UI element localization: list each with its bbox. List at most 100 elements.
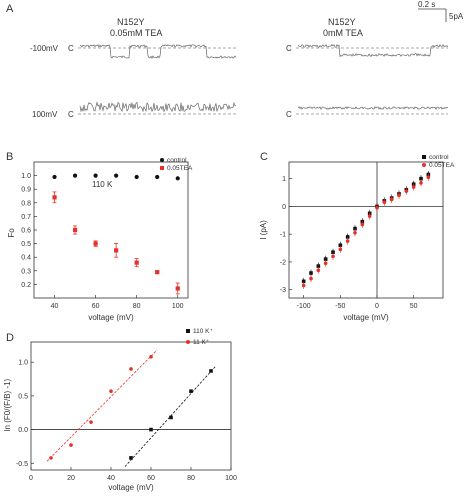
data-point (331, 254, 335, 259)
y-tick-label: 0.2 (21, 282, 31, 289)
y-tick-label: 0 (282, 204, 286, 211)
data-point (93, 241, 98, 246)
data-point (426, 175, 431, 180)
data-point (338, 247, 343, 252)
data-point (301, 279, 306, 284)
y-tick-label: 1.0 (21, 173, 31, 180)
x-tick-label: 40 (107, 475, 115, 482)
data-point (114, 248, 119, 253)
data-point (397, 193, 401, 198)
trace-neg100-control (297, 43, 449, 58)
y-tick-label: 0.5 (18, 393, 28, 400)
y-tick-label: 0.3 (21, 268, 31, 275)
col2-title-line1: N152Y (328, 17, 356, 27)
y-axis: -0.5 0.0 0.5 1.0 (16, 360, 34, 468)
data-point (93, 173, 98, 178)
scale-time-label: 0.2 s (418, 0, 435, 9)
legend-marker-control (422, 155, 426, 159)
x-tick-label: 60 (92, 303, 100, 310)
y-axis-title: I (pA) (259, 220, 268, 240)
legend-label-11k: 11 K⁺ (193, 339, 210, 346)
data-point (323, 261, 328, 266)
y-tick-label: 0.6 (21, 228, 31, 235)
legend-marker-control (160, 158, 164, 162)
y-tick-label: 0.4 (21, 255, 31, 262)
y-tick-label: 0.0 (18, 427, 28, 434)
y-axis: -3 -2 -1 0 1 (280, 176, 292, 294)
x-tick-label: 20 (67, 475, 75, 482)
data-point (114, 173, 119, 178)
panel-a: A 0.2 s 5pA N152Y 0.05mM TEA N152Y 0mM T… (6, 0, 464, 119)
error-bars (52, 191, 180, 295)
data-point (149, 427, 153, 432)
data-point (375, 205, 379, 210)
x-tick-label: 60 (147, 475, 155, 482)
row1-voltage-label: -100mV (30, 44, 59, 53)
legend: control 0.05TEA (422, 154, 455, 169)
closed-marker-r1c1: C (68, 44, 74, 53)
x-axis-title: voltage (mV) (343, 313, 389, 322)
data-point (134, 260, 139, 265)
legend-label-tea: 0.05TEA (429, 162, 455, 169)
data-point (411, 185, 416, 189)
scale-bar: 0.2 s 5pA (418, 0, 464, 22)
y-tick-label: -3 (280, 287, 286, 294)
data-point (419, 176, 423, 181)
x-axis: -100 -50 0 50 (297, 295, 418, 310)
x-axis-title: voltage (mV) (88, 313, 134, 322)
panel-label-b: B (6, 151, 13, 163)
x-tick-label: 0 (29, 475, 33, 482)
trace-100-tea (79, 101, 237, 113)
row2-voltage-label: 100mV (32, 110, 58, 119)
y-tick-label: -1 (280, 232, 286, 239)
legend-label-110k: 110 K⁺ (193, 328, 214, 335)
panel-label-d: D (6, 332, 14, 344)
legend-marker-110k (186, 329, 190, 333)
data-point (175, 176, 180, 181)
data-point (189, 389, 193, 393)
data-point (353, 226, 357, 231)
legend-label-control: control (429, 154, 449, 161)
data-point (353, 230, 357, 235)
panel-c: C -100 -50 0 50 -3 -2 -1 0 1 voltage (mV) I (pA… (259, 151, 455, 322)
data-point (155, 174, 160, 180)
data-point (109, 389, 113, 393)
y-tick-label: 0.5 (21, 241, 31, 248)
legend-marker-tea (422, 163, 426, 167)
legend-marker-tea (160, 166, 164, 170)
data-point (309, 276, 313, 281)
data-point (404, 189, 409, 193)
data-point (72, 227, 78, 233)
y-tick-label: 0.7 (21, 214, 31, 221)
legend-marker-11k (186, 340, 190, 344)
panel-d: D 0 20 40 60 80 100 -0.5 0.0 0.5 1.0 voltage (mV… (3, 328, 237, 492)
data-point (89, 420, 93, 424)
annotation-110k: 110 K (92, 180, 113, 189)
y-tick-label: -2 (280, 259, 286, 266)
fit-lines (46, 349, 216, 467)
x-tick-label: 80 (187, 475, 195, 482)
y-axis-title: Fo (7, 228, 16, 238)
y-tick-label: 0.9 (21, 187, 31, 194)
data-point (129, 456, 133, 460)
closed-marker-r1c2: C (286, 44, 292, 53)
data-point (149, 355, 153, 359)
data-point (72, 173, 78, 178)
data-point (175, 286, 180, 291)
data-point (169, 415, 173, 420)
data-point (345, 239, 350, 243)
col2-title-line2: 0mM TEA (323, 28, 363, 38)
zero-axes (289, 162, 443, 298)
data-points (49, 355, 213, 460)
legend: 110 K⁺ 11 K⁺ (186, 328, 214, 346)
data-point (49, 456, 53, 460)
data-point (316, 264, 321, 268)
panel-label-c: C (260, 151, 268, 163)
y-axis: 0.2 0.3 0.4 0.5 0.6 0.7 0.8 0.9 1.0 (21, 173, 37, 289)
data-point (389, 197, 394, 202)
col1-title-line1: N152Y (117, 17, 145, 27)
data-point (323, 257, 328, 261)
y-tick-label: 0.8 (21, 200, 31, 207)
plot-frame (288, 161, 444, 299)
